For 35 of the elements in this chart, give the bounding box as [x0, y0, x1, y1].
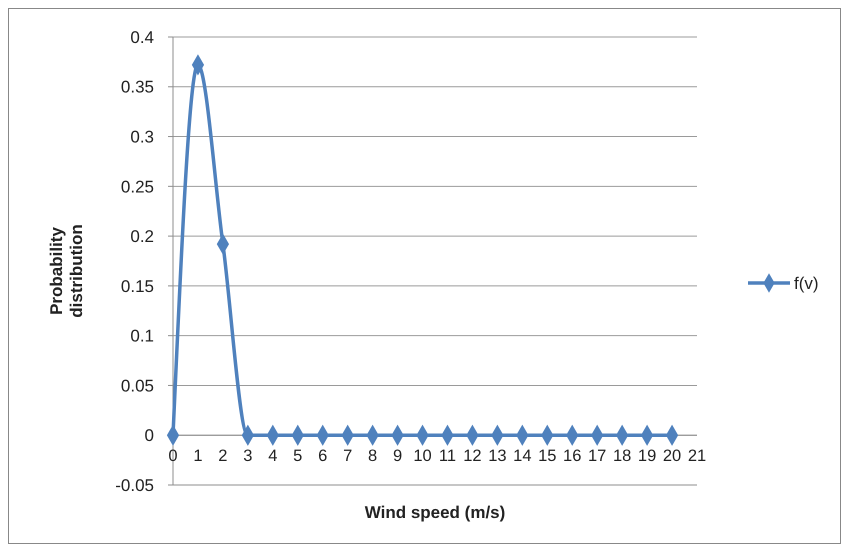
x-tick-label: 20 [662, 447, 682, 466]
y-tick-label: 0.2 [130, 227, 154, 246]
x-tick-label: 9 [392, 447, 402, 466]
x-tick-label: 3 [243, 447, 252, 466]
x-tick-label: 19 [638, 447, 656, 466]
y-tick-label: 0.15 [120, 276, 154, 296]
y-axis-title: Probability distribution [47, 224, 86, 318]
x-axis-title: Wind speed (m/s) [364, 503, 506, 522]
x-tick-label: 21 [688, 447, 706, 466]
x-tick-label: 13 [488, 447, 507, 466]
x-tick-label: 15 [538, 447, 556, 466]
y-tick-label: 0.05 [120, 376, 154, 396]
x-tick-label: 8 [368, 447, 378, 466]
x-tick-label: 0 [168, 447, 178, 466]
x-tick-label: 11 [438, 447, 456, 466]
x-tick-label: 5 [293, 447, 302, 466]
x-tick-label: 7 [343, 447, 352, 466]
y-tick-label: 0.25 [120, 177, 154, 196]
y-tick-label: 0.35 [120, 78, 154, 97]
x-tick-label: 18 [612, 447, 632, 466]
x-tick-label: 1 [193, 447, 203, 466]
y-tick-label: 0.1 [130, 326, 154, 346]
y-tick-label: -0.05 [115, 476, 154, 495]
x-tick-label: 14 [513, 447, 532, 466]
legend-label: f(v) [794, 274, 819, 293]
x-tick-label: 12 [463, 447, 482, 466]
x-tick-label: 2 [218, 447, 228, 466]
x-tick-label: 10 [413, 447, 432, 466]
x-tick-label: 16 [563, 447, 582, 466]
y-tick-label: 0.3 [130, 128, 154, 147]
y-tick-label: 0.4 [130, 28, 154, 47]
y-tick-label: 0 [144, 426, 154, 446]
x-tick-label: 6 [318, 447, 328, 466]
x-tick-label: 17 [588, 447, 606, 466]
x-tick-label: 4 [268, 447, 278, 466]
